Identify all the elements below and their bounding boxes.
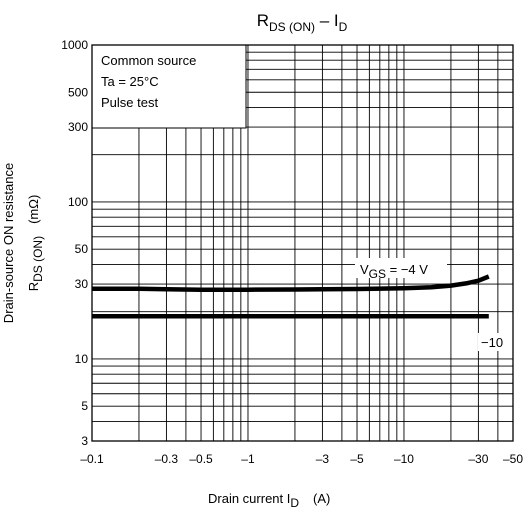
y-tick-label: 1000 [61,38,88,52]
x-tick-label: –5 [350,452,364,466]
y-tick-label: 500 [68,85,88,99]
x-tick-label: –0.5 [189,452,213,466]
series-label-10: −10 [481,335,503,350]
x-tick-label: –50 [503,452,523,466]
series-label-vgs4-background [355,258,447,278]
y-tick-label: 50 [75,242,89,256]
x-tick-label: –10 [394,452,414,466]
series-line-vgs-minus4 [92,274,490,292]
tick-labels: –0.1 –0.3 –0.5 –1 –3 –5 –10 –30 –50 3 5 10 30 50 100 30… [61,38,523,466]
series-label-vgs4: VGS = −4 V [360,262,428,281]
y-axis-label-line2: RDS (ON)(mΩ) [26,195,45,292]
y-tick-label: 3 [81,434,88,448]
x-tick-label: –1 [241,452,255,466]
plot-frame [91,44,514,442]
y-tick-label: 5 [81,399,88,413]
y-tick-label: 300 [68,120,88,134]
x-tick-label: –30 [468,452,488,466]
condition-line-1: Common source [101,53,196,68]
conditions-box-background [91,44,247,129]
x-tick-label: –0.1 [80,452,104,466]
condition-line-2: Ta = 25°C [101,74,159,89]
chart-title: RDS (ON) – ID [257,11,348,34]
x-axis-label: Drain current ID (A) [208,491,330,510]
y-axis-label-line1: Drain-source ON resistance [1,163,16,323]
y-tick-label: 10 [75,352,89,366]
x-tick-label: –0.3 [155,452,179,466]
y-tick-label: 100 [68,195,88,209]
series-label-10-background [478,333,510,351]
condition-line-3: Pulse test [101,95,158,110]
y-tick-label: 30 [75,277,89,291]
x-tick-label: –3 [316,452,330,466]
